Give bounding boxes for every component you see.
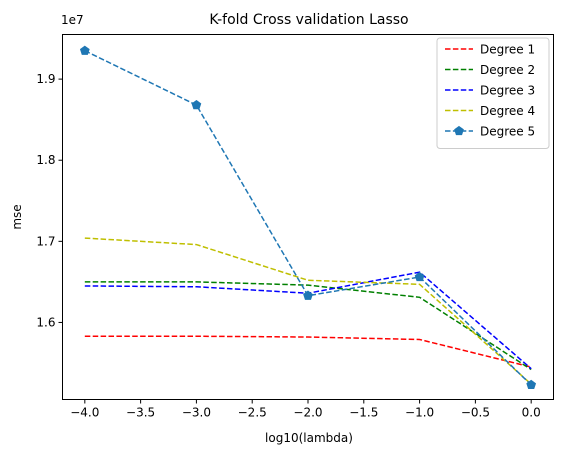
- legend-label: Degree 4: [480, 104, 535, 118]
- x-tick-label: −3.0: [182, 406, 211, 420]
- data-point-series-5: [79, 45, 90, 55]
- y-axis-label: mse: [10, 204, 24, 229]
- y-tick-label: 1.9: [36, 72, 55, 86]
- x-tick-label: −2.5: [238, 406, 267, 420]
- series-line-2: [84, 281, 532, 371]
- data-point-series-5: [303, 290, 313, 300]
- x-tick-label: 0.0: [522, 406, 541, 420]
- chart-title: K-fold Cross validation Lasso: [209, 12, 408, 28]
- data-point-series-5: [414, 271, 425, 282]
- x-tick-label: −0.5: [461, 406, 490, 420]
- y-tick-label: 1.8: [36, 153, 55, 167]
- legend: Degree 1 Degree 2 Degree 3 Degree 4 Degree 5: [436, 37, 550, 149]
- legend-label: Degree 3: [480, 84, 535, 98]
- y-tick-label: 1.7: [36, 234, 55, 248]
- data-point-series-5: [526, 379, 537, 390]
- x-axis-label: log10(lambda): [265, 431, 353, 445]
- x-tick-label: −3.5: [126, 406, 155, 420]
- legend-label: Degree 2: [480, 63, 535, 77]
- x-axis: −4.0 −3.5 −3.0 −2.5 −2.0 −1.5 −1.0 −0.5 0.0: [70, 399, 541, 420]
- y-offset-label: 1e7: [61, 13, 84, 27]
- legend-label: Degree 1: [480, 43, 535, 57]
- plot-frame: [62, 34, 554, 400]
- legend-box: [436, 37, 550, 149]
- data-point-series-5: [191, 99, 202, 110]
- series-layer: [79, 45, 537, 390]
- x-tick-label: −2.0: [293, 406, 322, 420]
- legend-label: Degree 5: [480, 125, 535, 139]
- legend-marker: [454, 125, 464, 136]
- series-line-4: [84, 237, 532, 385]
- x-tick-label: −4.0: [70, 406, 99, 420]
- y-axis: 1.6 1.7 1.8 1.9: [36, 72, 63, 329]
- series-line-3: [84, 271, 532, 370]
- x-tick-label: −1.0: [405, 406, 434, 420]
- y-tick-label: 1.6: [36, 315, 55, 329]
- series-line-1: [84, 335, 532, 368]
- x-tick-label: −1.5: [349, 406, 378, 420]
